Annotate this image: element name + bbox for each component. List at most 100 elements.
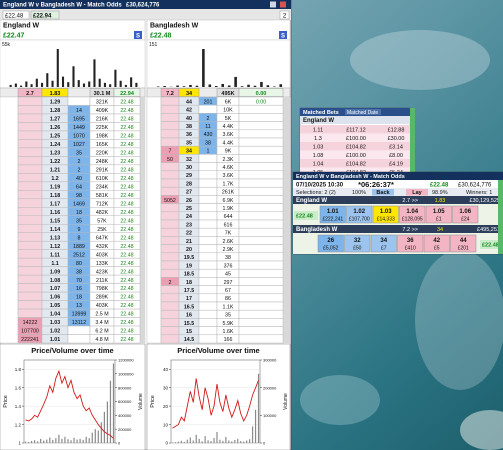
stake-button[interactable] [279,31,287,39]
ladder-cell[interactable] [160,137,180,147]
ladder-cell[interactable] [198,186,218,196]
matched-date-tab[interactable] [345,109,381,115]
ladder-cell[interactable] [198,203,218,213]
cell-amount[interactable]: £201 [458,246,469,252]
ladder-cell[interactable] [198,318,218,327]
minimize-button[interactable] [270,1,276,8]
cell-price[interactable]: 44 [460,238,467,244]
ladder-cell[interactable] [160,301,180,311]
ladder-cell[interactable] [160,178,180,188]
price-cell[interactable] [399,205,426,224]
ladder-cell[interactable] [160,268,180,278]
ladder-cell[interactable] [17,105,43,115]
ladder-cell[interactable] [17,240,43,250]
ladder-cell[interactable] [160,162,180,172]
ladder-cell[interactable] [17,257,43,267]
ladder-cell[interactable] [198,268,218,278]
ladder-cell[interactable] [17,113,43,123]
price-cell[interactable] [425,205,452,224]
ladder-cell[interactable] [160,129,180,139]
ladder-scrollbar[interactable] [283,97,290,343]
cell-price[interactable]: 42 [433,238,440,244]
ladder-cell[interactable] [17,122,43,132]
ladder-cell[interactable] [198,293,218,303]
ladder-cell[interactable] [198,277,218,286]
ladder-cell[interactable] [160,121,180,131]
ladder-cell[interactable] [160,285,180,295]
cell-amount[interactable]: £7 [381,246,387,252]
ladder-cell[interactable] [160,244,180,254]
cell-amount[interactable]: £5,052 [323,246,339,252]
stake-button-label[interactable]: S [281,34,285,40]
cell-amount[interactable]: £24 [461,217,470,223]
cell-amount[interactable]: £410 [405,246,416,252]
ladder-cell[interactable] [198,252,218,262]
cell-amount[interactable]: £107,700 [349,217,370,223]
ladder-cell[interactable] [198,301,218,311]
price-cell[interactable] [317,234,344,253]
ladder-cell[interactable] [17,291,43,301]
ladder-cell[interactable] [17,300,43,310]
price-cell[interactable] [372,205,399,224]
cell-price[interactable]: 36 [407,238,414,244]
ladder-cell[interactable] [198,178,218,188]
stake-button[interactable] [134,31,142,39]
cell-price[interactable]: 1.05 [433,209,445,215]
ladder-cell[interactable] [160,170,180,180]
ladder-cell[interactable] [160,113,180,122]
ladder-cell[interactable] [160,252,180,262]
cell-amount[interactable]: £222,241 [322,217,343,223]
ladder-cell[interactable] [160,309,180,319]
ladder-cell[interactable] [17,215,43,225]
matched-date-tab-label[interactable]: Matched Date [347,110,378,116]
price-cell[interactable] [397,234,424,253]
ladder-cell[interactable] [198,244,218,254]
ladder-cell[interactable] [198,334,218,344]
ladder-cell[interactable] [160,203,180,213]
ladder-cell[interactable] [198,227,218,237]
ladder-cell[interactable] [17,232,43,242]
ladder-cell[interactable] [160,104,180,114]
ladder-cell[interactable] [17,130,43,140]
ladder-cell[interactable] [198,104,218,114]
ladder-cell[interactable] [198,154,218,163]
ladder-cell[interactable] [17,190,43,200]
price-cell[interactable] [370,234,397,253]
cell-amount[interactable]: £14,333 [377,217,395,223]
ladder-cell[interactable] [198,211,218,221]
close-button[interactable] [280,1,286,8]
ladder-cell[interactable] [17,274,43,284]
ladder-cell[interactable] [17,223,43,233]
ladder-cell[interactable] [17,266,43,276]
ladder-cell[interactable] [198,162,218,172]
cell-price[interactable]: 34 [380,238,387,244]
price-cell[interactable] [423,234,450,253]
ladder-cell[interactable] [198,170,218,180]
price-cell[interactable] [319,205,346,224]
cell-price[interactable]: 1.06 [459,209,471,215]
ladder-cell[interactable] [67,325,91,335]
cell-price[interactable]: 1.03 [380,209,392,215]
cell-price[interactable]: 32 [354,238,361,244]
ladder-cell[interactable] [198,219,218,229]
cell-price[interactable]: 26 [327,238,334,244]
ladder-scrollbar[interactable] [140,97,145,343]
cell-price[interactable]: 1.02 [353,209,365,215]
ladder-cell[interactable] [160,211,180,221]
stake-button-label[interactable]: S [136,34,140,40]
price-cell[interactable] [450,234,477,253]
ladder-cell[interactable] [17,283,43,293]
ladder-cell[interactable] [17,249,43,259]
ladder-cell[interactable] [160,227,180,237]
ladder-cell[interactable] [17,96,43,106]
cell-amount[interactable]: £1 [436,217,442,223]
ladder-cell[interactable] [198,195,218,204]
ladder-cell[interactable] [198,260,218,270]
ladder-cell[interactable] [67,96,91,106]
ladder-cell[interactable] [17,173,43,183]
ladder-cell[interactable] [160,293,180,303]
ladder-cell[interactable] [198,236,218,245]
cell-price[interactable]: 1.01 [327,209,339,215]
cell-amount[interactable]: £128,095 [402,217,423,223]
ladder-cell[interactable] [160,236,180,245]
